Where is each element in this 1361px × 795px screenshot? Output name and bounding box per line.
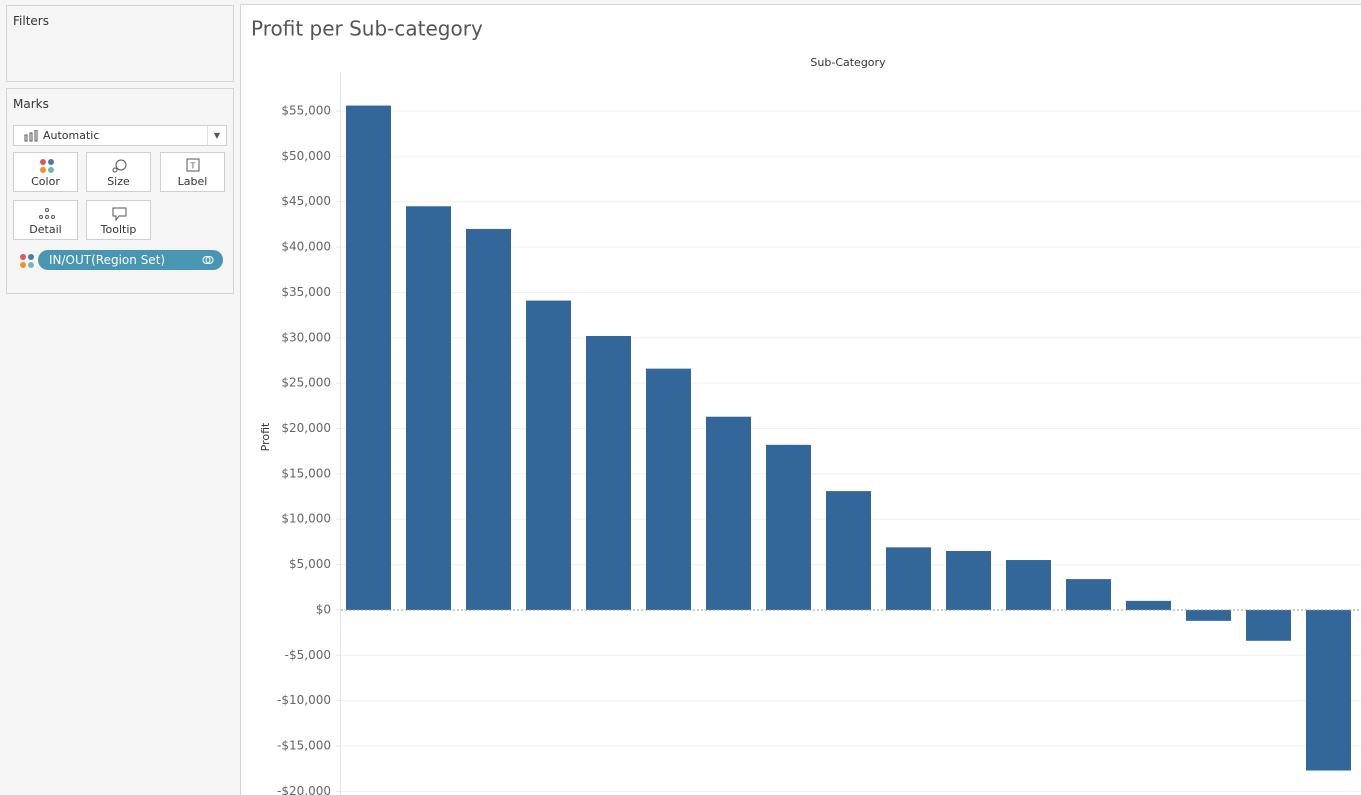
button-label: Tooltip <box>100 223 137 236</box>
y-tick-label: $40,000 <box>281 240 331 254</box>
y-tick-label: -$20,000 <box>277 784 331 795</box>
bar <box>946 550 991 610</box>
y-tick-label: $25,000 <box>281 376 331 390</box>
filters-card: Filters <box>6 5 234 82</box>
y-tick-label: $20,000 <box>281 421 331 435</box>
detail-icon <box>39 208 55 219</box>
y-tick-label: $5,000 <box>289 557 331 571</box>
bar <box>406 206 451 610</box>
y-tick-label: $15,000 <box>281 466 331 480</box>
color-button[interactable]: Color <box>13 152 78 192</box>
pill-color-icon <box>20 254 34 268</box>
bar <box>586 335 631 610</box>
y-tick-label: -$5,000 <box>285 648 331 662</box>
bar-icon <box>24 130 38 142</box>
x-axis-title: Sub-Category <box>810 56 886 69</box>
bar <box>1126 600 1171 610</box>
y-tick-label: $35,000 <box>281 285 331 299</box>
y-axis-title: Profit <box>259 422 272 451</box>
y-tick-label: $45,000 <box>281 194 331 208</box>
pill-label: IN/OUT(Region Set) <box>49 253 166 267</box>
bar <box>1306 609 1351 771</box>
size-button[interactable]: Size <box>86 152 151 192</box>
y-tick-label: $55,000 <box>281 104 331 118</box>
button-label: Color <box>31 175 60 188</box>
detail-button[interactable]: Detail <box>13 200 78 240</box>
button-label: Detail <box>29 223 62 236</box>
mark-type-dropdown[interactable]: Automatic ▼ <box>13 125 227 146</box>
y-tick-label: $0 <box>316 602 331 616</box>
bar <box>1066 579 1111 610</box>
bar <box>706 416 751 610</box>
bar <box>886 547 931 610</box>
y-tick-label: $50,000 <box>281 149 331 163</box>
bar <box>1246 609 1291 641</box>
bar <box>646 368 691 610</box>
bar <box>1186 609 1231 621</box>
label-button[interactable]: T Label <box>160 152 225 192</box>
set-icon <box>202 256 214 264</box>
y-tick-label: -$10,000 <box>277 693 331 707</box>
color-icon <box>40 159 54 173</box>
region-set-pill[interactable]: IN/OUT(Region Set) <box>38 250 223 270</box>
mark-type: Automatic <box>43 129 100 142</box>
y-tick-label: $10,000 <box>281 512 331 526</box>
bar <box>826 491 871 610</box>
marks-title: Marks <box>13 97 49 111</box>
size-icon <box>112 159 127 173</box>
label-icon: T <box>186 158 200 172</box>
y-tick-label: -$15,000 <box>277 739 331 753</box>
bar <box>526 300 571 610</box>
dropdown-arrow: ▼ <box>207 126 226 145</box>
bar <box>1006 560 1051 610</box>
tooltip-button[interactable]: Tooltip <box>86 200 151 240</box>
chart-title: Profit per Sub-category <box>251 17 483 41</box>
svg-text:T: T <box>190 162 196 171</box>
button-label: Label <box>177 175 208 188</box>
bar <box>466 228 511 610</box>
button-label: Size <box>107 175 130 188</box>
tooltip-icon <box>112 207 127 222</box>
y-tick-label: $30,000 <box>281 330 331 344</box>
filters-title: Filters <box>13 14 49 28</box>
bar <box>766 444 811 610</box>
bar <box>346 105 391 610</box>
marks-card: Marks Automatic ▼ Color Size T Label Deta… <box>6 88 234 294</box>
